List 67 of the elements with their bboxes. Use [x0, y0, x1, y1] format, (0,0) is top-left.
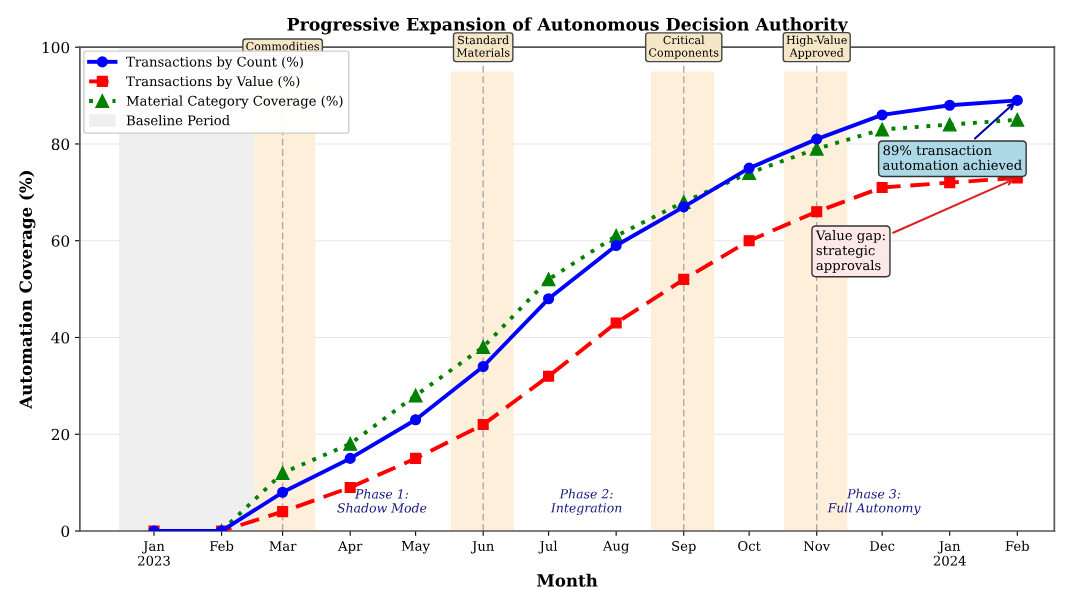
- y-axis-title: Automation Coverage (%): [19, 171, 36, 409]
- point: [410, 414, 422, 426]
- legend-label: Transactions by Count (%): [126, 56, 303, 70]
- ref-line-label: Standard Materials: [456, 35, 510, 57]
- x-tick-label: Feb: [1005, 540, 1029, 551]
- legend-label: Material Category Coverage (%): [126, 95, 343, 109]
- point: [942, 117, 957, 132]
- y-tick-label: 100: [42, 41, 70, 54]
- point: [275, 465, 290, 480]
- point: [876, 109, 888, 121]
- x-tick-label: Dec: [869, 541, 895, 551]
- point: [477, 360, 489, 373]
- y-tick-label: 0: [61, 525, 70, 538]
- y-tick-label: 80: [51, 138, 70, 150]
- point: [876, 181, 888, 194]
- point: [811, 133, 823, 145]
- x-tick-label: Nov: [803, 541, 831, 551]
- point: [1010, 112, 1025, 127]
- point: [743, 235, 755, 247]
- x-tick-label: Mar: [269, 541, 297, 551]
- point: [944, 99, 956, 111]
- x-tick-label: Jan 2023: [138, 541, 170, 566]
- annotation: Phase 2: Integration: [550, 488, 622, 516]
- point: [543, 370, 555, 382]
- annotation: Phase 3: Full Autonomy: [827, 488, 921, 516]
- point: [944, 177, 956, 189]
- band-label: Baseline Period: [126, 115, 230, 126]
- point: [678, 273, 690, 285]
- point: [277, 486, 289, 498]
- y-tick-label: 20: [51, 428, 70, 441]
- x-tick-label: Jun: [470, 541, 494, 554]
- point: [344, 481, 356, 494]
- y-tick-label: 60: [51, 235, 70, 247]
- ref-line-label: High-Value Approved: [786, 35, 847, 59]
- x-axis-title: Month: [537, 573, 598, 587]
- point: [408, 388, 423, 403]
- point: [1011, 94, 1023, 106]
- annotation: Value gap: strategic approvals: [815, 230, 885, 273]
- point: [610, 240, 622, 252]
- point: [344, 452, 356, 464]
- point: [343, 436, 358, 451]
- x-tick-label: Feb: [209, 540, 234, 551]
- point: [277, 506, 289, 518]
- y-tick-label: 40: [51, 331, 70, 344]
- point: [476, 340, 491, 355]
- x-tick-label: Apr: [337, 541, 363, 554]
- point: [543, 293, 555, 305]
- chart-title: Progressive Expansion of Autonomous Decision Authority: [287, 17, 849, 35]
- ref-line-label: Critical Components: [649, 35, 719, 59]
- point: [678, 201, 690, 213]
- point: [743, 162, 755, 174]
- point: [410, 452, 422, 464]
- ref-line-label: Commodities: [246, 41, 319, 51]
- x-tick-label: Oct: [738, 540, 761, 551]
- x-tick-label: Jan 2024: [933, 541, 966, 566]
- annotation: 89% transaction automation achieved: [883, 145, 1022, 170]
- point: [541, 272, 556, 287]
- x-tick-label: Sep: [672, 540, 696, 554]
- x-tick-label: Jul: [538, 540, 558, 554]
- point: [610, 317, 622, 329]
- legend-label: Transactions by Value (%): [126, 75, 300, 89]
- annotation: Phase 1: Shadow Mode: [337, 488, 427, 513]
- point: [477, 419, 489, 431]
- x-tick-label: Aug: [602, 540, 630, 554]
- point: [811, 206, 823, 218]
- point: [875, 122, 890, 137]
- x-tick-label: May: [401, 540, 430, 554]
